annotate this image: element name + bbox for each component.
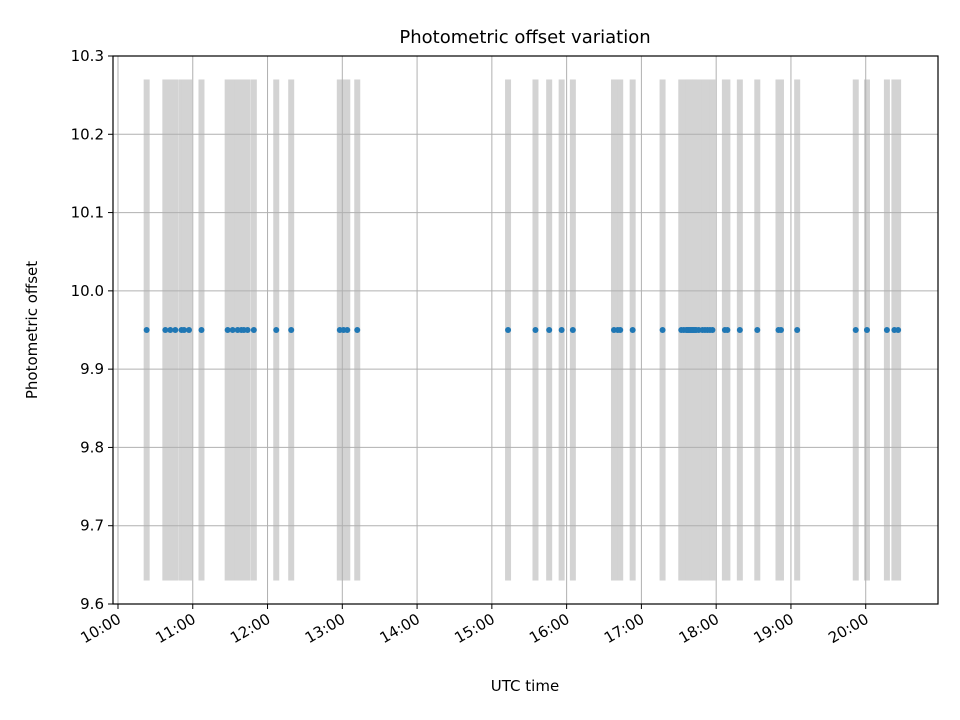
data-point — [354, 327, 361, 333]
y-tick-label: 9.8 — [80, 438, 104, 456]
data-point — [229, 327, 236, 333]
data-points — [143, 327, 902, 333]
y-tick-label: 9.7 — [80, 517, 104, 535]
data-point — [224, 327, 231, 333]
data-point — [172, 327, 179, 333]
data-point — [883, 327, 890, 333]
data-point — [162, 327, 169, 333]
y-tick-label: 10.0 — [71, 282, 104, 300]
plot-frame — [112, 55, 939, 605]
data-point — [558, 327, 565, 333]
y-tick-label: 9.9 — [80, 360, 104, 378]
y-axis-label: Photometric offset — [23, 261, 41, 399]
data-point — [794, 327, 801, 333]
y-tick-label: 10.1 — [71, 204, 104, 222]
x-axis-label: UTC time — [491, 677, 559, 695]
y-tick-label: 10.2 — [71, 125, 104, 143]
data-point — [167, 327, 174, 333]
data-point — [569, 327, 576, 333]
data-point — [863, 327, 870, 333]
data-point — [659, 327, 666, 333]
data-point — [344, 327, 351, 333]
data-point — [617, 327, 624, 333]
data-point — [250, 327, 257, 333]
data-point — [186, 327, 193, 333]
data-point — [736, 327, 743, 333]
chart-title: Photometric offset variation — [399, 27, 650, 48]
data-point — [895, 327, 902, 333]
data-point — [852, 327, 859, 333]
data-point — [244, 327, 251, 333]
y-tick-label: 9.6 — [80, 595, 104, 613]
y-axis: 9.6 9.7 9.8 9.9 10.0 10.1 10.2 10.3 — [71, 47, 113, 613]
data-point — [546, 327, 553, 333]
data-point — [724, 327, 731, 333]
data-point — [532, 327, 539, 333]
data-point — [198, 327, 205, 333]
data-point — [709, 327, 716, 333]
data-point — [754, 327, 761, 333]
data-point — [777, 327, 784, 333]
data-point — [143, 327, 150, 333]
data-point — [629, 327, 636, 333]
y-tick-label: 10.3 — [71, 47, 104, 65]
data-point — [181, 327, 188, 333]
data-point — [273, 327, 280, 333]
data-point — [288, 327, 295, 333]
data-point — [505, 327, 512, 333]
